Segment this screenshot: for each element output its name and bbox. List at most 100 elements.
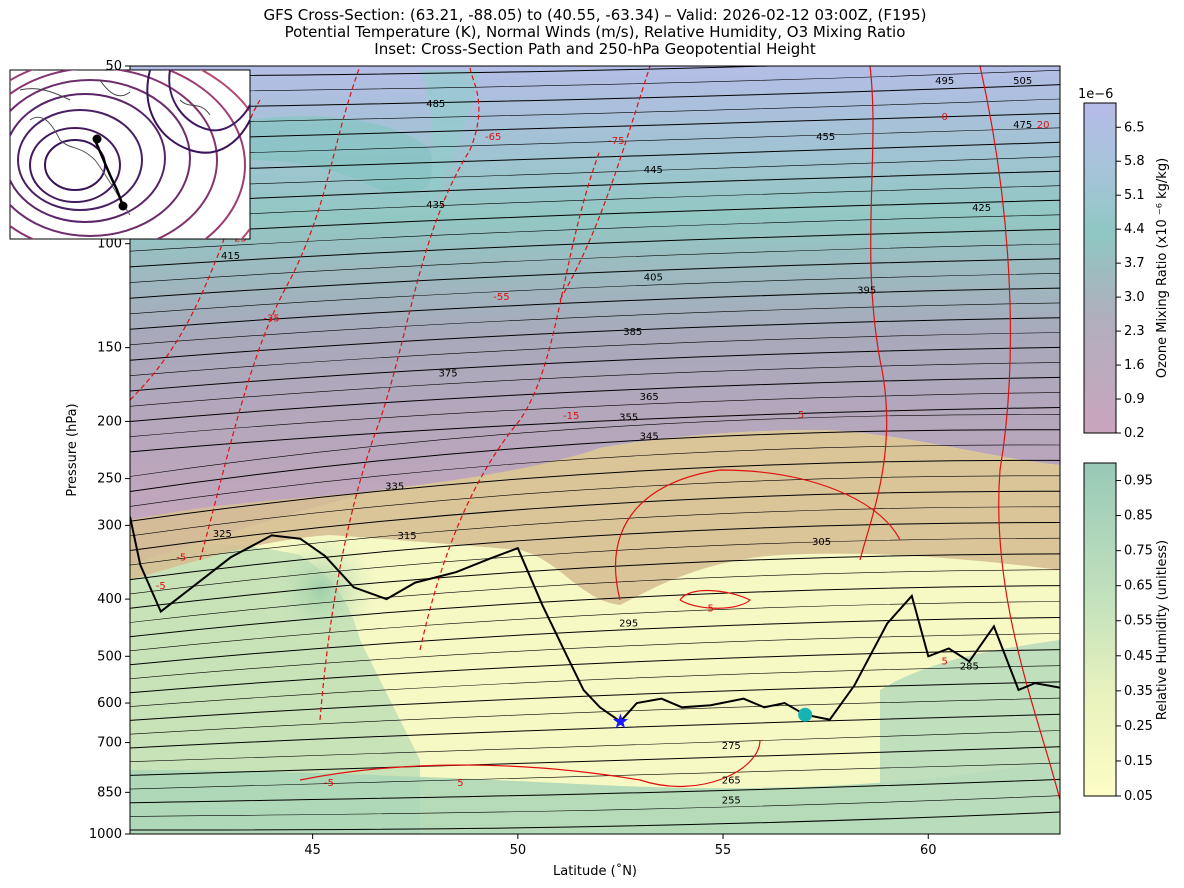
theta-label: 275	[722, 741, 741, 752]
colorbar-tick-label: 0.25	[1124, 719, 1153, 734]
theta-label: 385	[623, 327, 642, 338]
theta-contour-line	[130, 214, 1060, 252]
theta-label: 355	[619, 413, 638, 424]
theta-contour-line	[130, 302, 1060, 346]
theta-label: 255	[722, 795, 741, 806]
theta-label: 475	[1013, 120, 1032, 131]
wind-contour-line	[419, 149, 601, 651]
circle-marker	[798, 707, 813, 722]
theta-label: 445	[644, 165, 663, 176]
colorbar-tick-label: 0.35	[1124, 684, 1153, 699]
theta-contour-line	[130, 811, 1060, 831]
theta-contour-line	[130, 228, 1060, 268]
theta-contour-line	[130, 553, 1060, 609]
theta-contour-line	[130, 317, 1060, 361]
colorbar-tick-label: 0.05	[1124, 789, 1153, 804]
colorbar-tick-label: 0.65	[1124, 579, 1153, 594]
wind-contours	[130, 66, 1060, 801]
theta-label: 505	[1013, 76, 1032, 87]
ozone-colorbar: 1e−6 0.2 0.9 1.6 2.3 3.0 3.7 4.4 5.1 5.8 6.5 Ozon…	[1078, 87, 1170, 441]
x-tick-label: 55	[715, 843, 732, 858]
rh-colorbar: 0.05 0.15 0.25 0.35 0.45 0.55 0.65 0.75 0.85 0.95…	[1083, 462, 1170, 804]
chart-title-line-3: Inset: Cross-Section Path and 250-hPa Ge…	[374, 40, 816, 58]
wind-label: -15	[563, 411, 579, 422]
theta-contour-line	[130, 490, 1060, 551]
chart-title-line-2: Potential Temperature (K), Normal Winds …	[284, 23, 906, 41]
y-tick-label: 600	[97, 696, 122, 711]
theta-contour-line	[130, 522, 1060, 581]
theta-label: 345	[640, 431, 659, 442]
theta-contour-line	[130, 258, 1060, 299]
theta-contour-line	[130, 795, 1060, 817]
wind-label: -55	[493, 292, 509, 303]
wind-label: -65	[485, 132, 501, 143]
wind-label: 5	[708, 604, 714, 615]
tropopause-line	[130, 516, 1060, 723]
rh-colorbar-label: Relative Humidity (unitless)	[1155, 540, 1170, 720]
theta-label: 455	[816, 132, 835, 143]
theta-contour-line	[130, 273, 1060, 315]
plot-frame	[129, 65, 1061, 835]
wind-label: 5	[457, 778, 463, 789]
theta-contour-line	[130, 287, 1060, 330]
theta-label: 405	[644, 272, 663, 283]
y-tick-label: 300	[97, 518, 122, 533]
wind-label: -35	[263, 314, 279, 325]
colorbar-tick-label: 5.1	[1124, 188, 1145, 203]
inset-map	[9, 69, 251, 240]
theta-label: 365	[640, 392, 659, 403]
theta-contour-line	[130, 42, 1060, 61]
theta-contour-line	[130, 681, 1060, 721]
y-tick-label: 100	[97, 237, 122, 252]
theta-contour-line	[130, 376, 1060, 422]
colorbar-tick-label: 0.2	[1124, 426, 1145, 441]
theta-contour-line	[130, 506, 1060, 566]
theta-label: 305	[812, 537, 831, 548]
ozone-colorbar-multiplier: 1e−6	[1078, 87, 1113, 102]
wind-label: 5	[941, 656, 947, 667]
rh-moist-core	[260, 530, 380, 650]
wind-label: 0	[941, 112, 947, 123]
wind-label: -5	[324, 778, 334, 789]
colorbar-tick-label: 0.45	[1124, 649, 1153, 664]
theta-label: 375	[439, 369, 458, 380]
colorbar-tick-label: 0.55	[1124, 614, 1153, 629]
wind-contour-line	[319, 66, 480, 721]
theta-contour-line	[130, 444, 1060, 507]
theta-contour-line	[130, 414, 1060, 477]
theta-contour-line	[130, 778, 1060, 804]
wind-contour-line	[299, 739, 761, 788]
ozone-colorbar-label: Ozone Mixing Ratio (x10 ⁻⁶ kg/kg)	[1155, 158, 1170, 378]
theta-contour-line	[130, 459, 1060, 522]
theta-contour-line	[130, 585, 1060, 638]
wind-contour-line	[859, 66, 888, 561]
theta-contour-line	[130, 713, 1060, 749]
colorbar-tick-label: 2.3	[1124, 324, 1145, 339]
wind-contour-line	[199, 66, 361, 561]
colorbar-tick-label: 0.15	[1124, 754, 1153, 769]
theta-label: 335	[385, 482, 404, 493]
theta-contour-line	[130, 569, 1060, 623]
theta-contour-line	[130, 362, 1060, 407]
x-tick-label: 60	[920, 843, 937, 858]
theta-contour-line	[130, 346, 1060, 392]
y-tick-label: 150	[97, 341, 122, 356]
rh-moist-surface-band	[130, 760, 1060, 834]
colorbar-tick-label: 0.75	[1124, 544, 1153, 559]
theta-label: 265	[722, 776, 741, 787]
colorbar-tick-label: 6.5	[1124, 120, 1145, 135]
colorbar-tick-label: 5.8	[1124, 154, 1145, 169]
colorbar-tick-label: 0.95	[1124, 474, 1153, 489]
plot-area	[130, 66, 1060, 834]
ozone-tan-layer	[130, 430, 1060, 605]
theta-label: 495	[935, 76, 954, 87]
theta-contour-line	[130, 649, 1060, 694]
y-tick-label: 250	[97, 472, 122, 487]
theta-contour-line	[130, 429, 1060, 492]
theta-contour-line	[130, 633, 1060, 680]
theta-contour-line	[130, 537, 1060, 595]
y-tick-label: 200	[97, 414, 122, 429]
x-axis-label: Latitude (˚N)	[553, 863, 637, 879]
wind-contour-line	[615, 469, 901, 601]
